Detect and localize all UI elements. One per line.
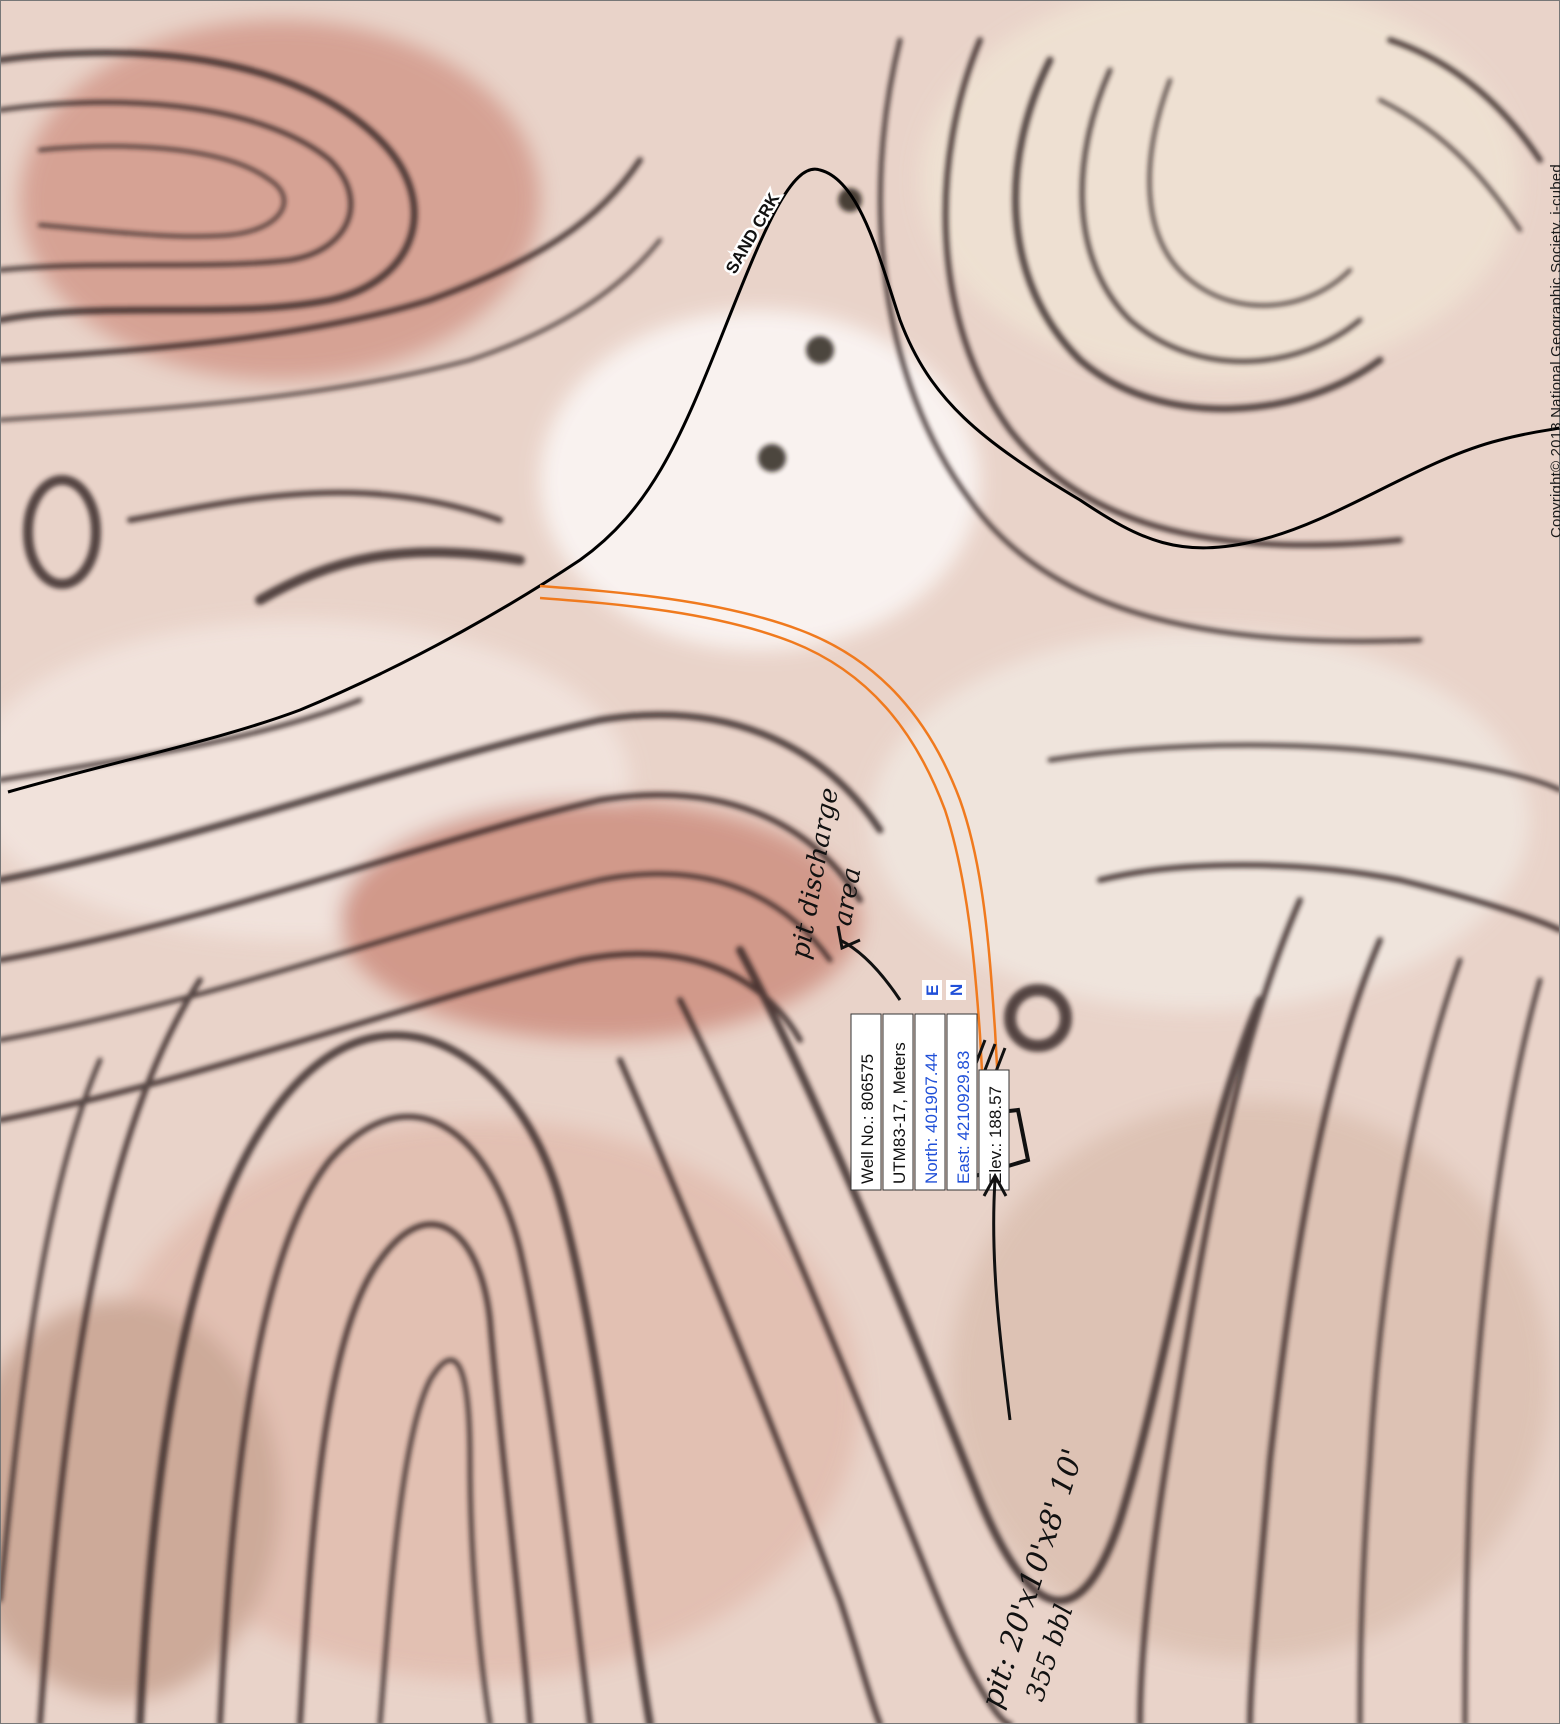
marker-e: E — [923, 985, 942, 996]
well-label-box-3 — [914, 1013, 946, 1191]
pit-arrowhead — [982, 1172, 1008, 1197]
well-label-box-4 — [946, 1013, 978, 1191]
discharge-arrow — [839, 938, 902, 1001]
marker-n: N — [947, 984, 966, 996]
well-label-line5: Elev.: 188.57 — [986, 1086, 1005, 1184]
marker-e-box — [922, 980, 942, 1000]
well-label-line3: North: 401907.44 — [922, 1053, 941, 1184]
well-label-box-2 — [882, 1013, 914, 1191]
sand-creek-line — [7, 167, 1560, 794]
pipeline-outer — [539, 584, 1002, 1121]
pit-arrow — [992, 1179, 1012, 1421]
well-label-line1: Well No.: 806575 — [858, 1054, 877, 1184]
well-label: Well No.: 806575 UTM83-17, Meters North:… — [850, 1013, 1010, 1191]
well-label-box — [850, 1013, 882, 1191]
terrain-shading — [0, 0, 1550, 1700]
copyright-notice: Copyright© 2013 National Geographic Soci… — [1548, 164, 1560, 538]
well-label-line4: East: 4210929.83 — [954, 1051, 973, 1184]
well-label-line2: UTM83-17, Meters — [890, 1042, 909, 1184]
contour-lines — [0, 37, 1560, 1724]
direction-markers: E N — [922, 980, 966, 1000]
discharge-arrowhead — [836, 925, 861, 951]
pipeline-inner — [539, 596, 987, 1126]
marker-n-box — [946, 980, 966, 1000]
